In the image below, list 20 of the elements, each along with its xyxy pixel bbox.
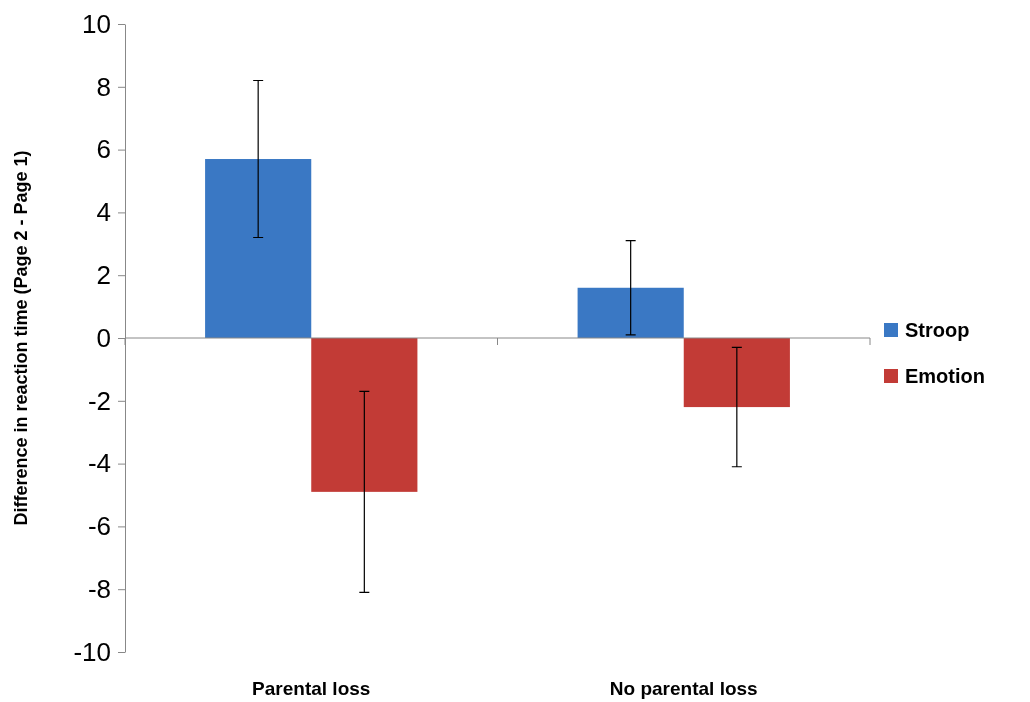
legend-label: Emotion <box>905 365 985 387</box>
y-tick-label: -4 <box>87 448 111 479</box>
y-tick-label: 2 <box>96 260 111 291</box>
y-tick-label: -8 <box>87 574 111 605</box>
y-tick-label: 6 <box>96 134 111 165</box>
bar <box>311 338 418 492</box>
x-tick-label: Parental loss <box>252 678 371 699</box>
bar <box>205 159 312 338</box>
y-tick-label: -2 <box>87 385 111 416</box>
y-tick-label: 10 <box>82 8 111 39</box>
y-axis-title: Difference in reaction time (Page 2 - Page 1) <box>11 150 31 526</box>
bar <box>577 287 684 338</box>
legend-label: Stroop <box>905 319 970 341</box>
y-tick-label: -10 <box>73 636 111 667</box>
y-tick-label: -6 <box>87 511 111 542</box>
y-tick-label: 4 <box>96 197 111 228</box>
bar <box>683 338 790 408</box>
y-tick-label: 0 <box>96 322 111 353</box>
y-tick-label: 8 <box>96 71 111 102</box>
x-tick-label: No parental loss <box>609 678 758 699</box>
